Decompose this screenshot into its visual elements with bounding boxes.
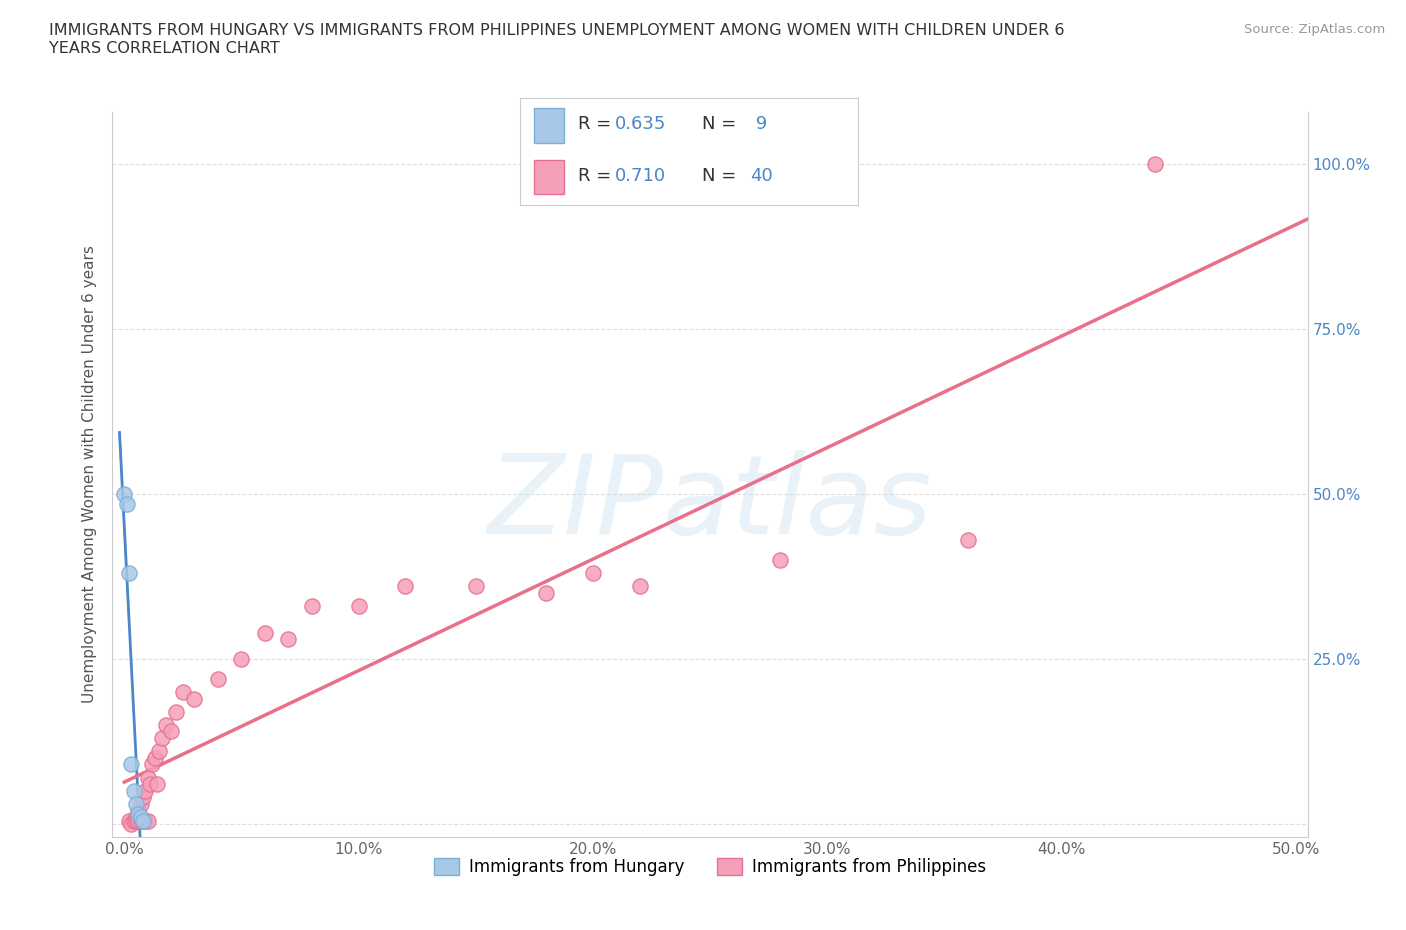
Point	[132, 813, 155, 828]
Point	[127, 813, 149, 828]
Point	[394, 579, 416, 594]
Point	[347, 599, 370, 614]
Point	[172, 684, 194, 699]
Point	[769, 552, 792, 567]
Text: 40: 40	[749, 166, 772, 185]
Point	[125, 797, 148, 812]
Point	[112, 486, 135, 501]
Text: N =: N =	[703, 115, 742, 133]
Point	[136, 813, 159, 828]
Point	[150, 731, 173, 746]
Point	[165, 704, 187, 719]
Point	[956, 533, 979, 548]
Point	[143, 751, 166, 765]
Point	[582, 565, 605, 580]
Point	[115, 497, 138, 512]
Point	[139, 777, 162, 791]
Point	[127, 806, 149, 821]
Point	[132, 790, 155, 804]
Text: 9: 9	[749, 115, 766, 133]
FancyBboxPatch shape	[534, 109, 564, 142]
Text: Source: ZipAtlas.com: Source: ZipAtlas.com	[1244, 23, 1385, 36]
Point	[277, 631, 299, 646]
Point	[301, 599, 323, 614]
Point	[118, 565, 141, 580]
Text: R =: R =	[578, 166, 617, 185]
Point	[122, 813, 145, 828]
Point	[118, 813, 141, 828]
Point	[231, 652, 253, 667]
Point	[464, 579, 486, 594]
FancyBboxPatch shape	[534, 160, 564, 194]
Point	[134, 783, 156, 798]
Point	[183, 691, 205, 706]
Point	[1144, 157, 1167, 172]
Point	[253, 625, 276, 640]
Point	[129, 813, 152, 828]
Point	[129, 810, 152, 825]
Point	[628, 579, 651, 594]
Point	[129, 797, 152, 812]
Point	[160, 724, 183, 739]
Point	[134, 813, 156, 828]
Point	[125, 813, 148, 828]
Text: ZIPatlas: ZIPatlas	[488, 450, 932, 557]
Legend: Immigrants from Hungary, Immigrants from Philippines: Immigrants from Hungary, Immigrants from…	[427, 852, 993, 883]
Point	[534, 586, 557, 601]
Point	[125, 810, 148, 825]
Point	[120, 817, 142, 831]
Y-axis label: Unemployment Among Women with Children Under 6 years: Unemployment Among Women with Children U…	[82, 246, 97, 703]
Point	[120, 757, 142, 772]
Text: R =: R =	[578, 115, 617, 133]
Text: N =: N =	[703, 166, 742, 185]
Point	[207, 671, 229, 686]
Point	[148, 744, 170, 759]
Point	[146, 777, 169, 791]
Point	[141, 757, 163, 772]
Point	[122, 783, 145, 798]
Text: 0.635: 0.635	[614, 115, 666, 133]
Point	[127, 804, 149, 818]
Point	[155, 717, 177, 732]
Point	[136, 770, 159, 785]
Point	[132, 813, 155, 828]
Text: 0.710: 0.710	[614, 166, 666, 185]
Text: IMMIGRANTS FROM HUNGARY VS IMMIGRANTS FROM PHILIPPINES UNEMPLOYMENT AMONG WOMEN : IMMIGRANTS FROM HUNGARY VS IMMIGRANTS FR…	[49, 23, 1064, 56]
